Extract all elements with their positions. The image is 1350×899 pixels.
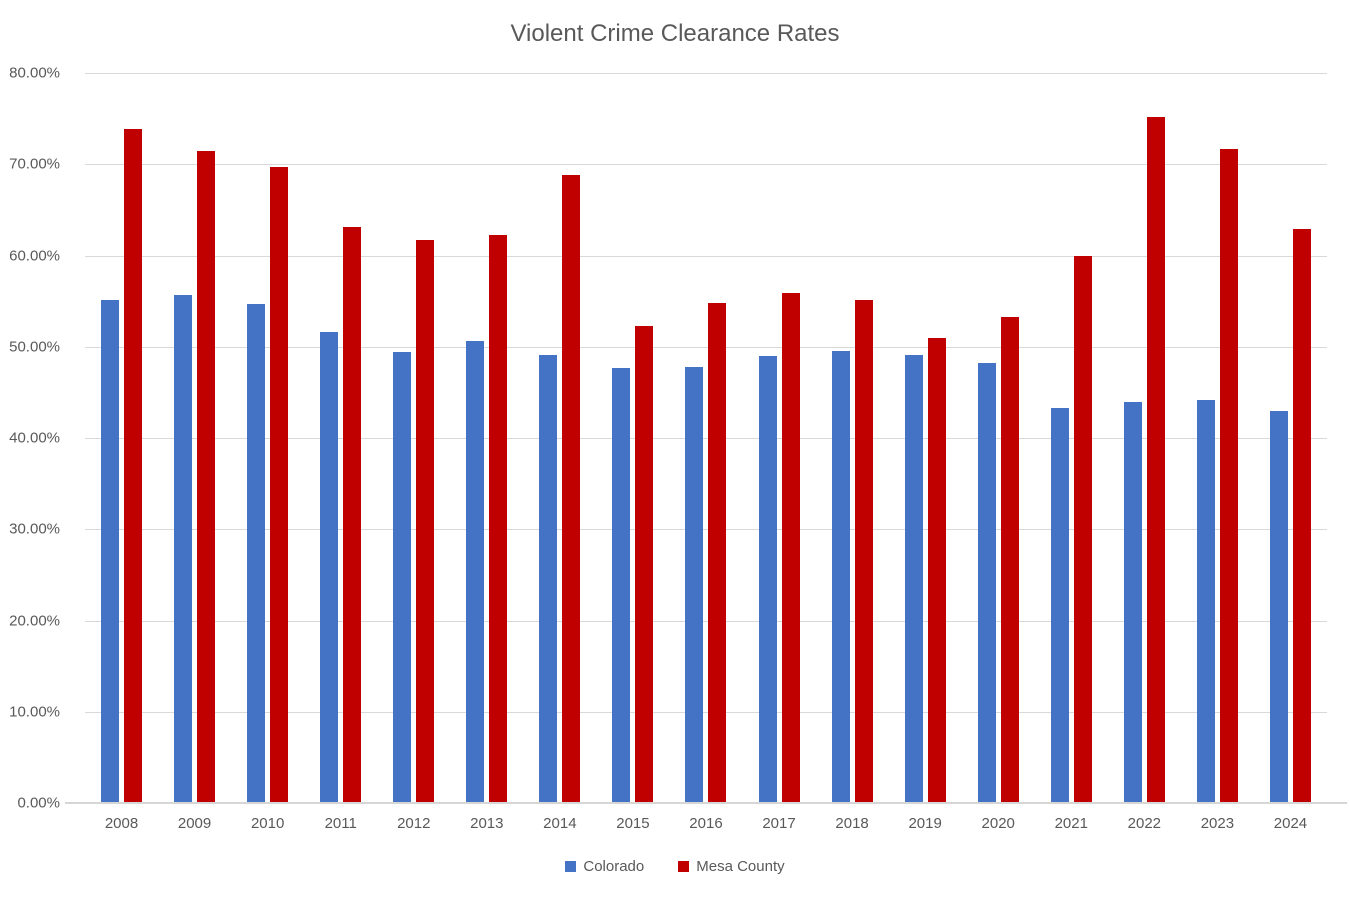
bar-colorado-2020 [977, 363, 996, 803]
legend-swatch-mesa-county [678, 861, 690, 872]
x-axis-label-2016: 2016 [689, 815, 723, 832]
x-axis-label-2022: 2022 [1127, 815, 1162, 832]
legend: Colorado Mesa County [0, 858, 1350, 875]
y-axis-label-10-percent: 10.00% [9, 703, 60, 721]
bar-colorado-2021 [1050, 407, 1069, 803]
x-axis-label-2008: 2008 [104, 815, 139, 832]
bar-group-2023 [1181, 73, 1254, 803]
bar-mesa-county-2022 [1146, 116, 1165, 803]
legend-label-colorado: Colorado [583, 858, 645, 875]
bar-group-2014 [523, 73, 596, 803]
bar-colorado-2018 [831, 351, 850, 803]
legend-swatch-colorado [565, 861, 577, 872]
bar-group-2020 [962, 73, 1035, 803]
x-axis-line [65, 802, 1347, 804]
bar-group-2011 [304, 73, 377, 803]
bar-mesa-county-2021 [1073, 256, 1092, 803]
bar-mesa-county-2010 [270, 167, 289, 803]
bar-colorado-2019 [904, 354, 923, 803]
legend-label-mesa-county: Mesa County [696, 858, 785, 875]
bar-group-2010 [231, 73, 304, 803]
bar-mesa-county-2019 [927, 337, 946, 803]
y-axis-label-40-percent: 40.00% [9, 429, 60, 447]
x-axis-label-2024: 2024 [1273, 815, 1308, 832]
x-axis-label-2017: 2017 [762, 815, 796, 832]
bar-group-2018 [816, 73, 889, 803]
legend-item-colorado: Colorado [565, 858, 644, 875]
bar-group-2008 [85, 73, 158, 803]
legend-item-mesa-county: Mesa County [678, 858, 785, 875]
bar-mesa-county-2012 [416, 240, 435, 803]
bar-colorado-2009 [174, 294, 193, 803]
y-axis-label-30-percent: 30.00% [9, 520, 60, 538]
bar-mesa-county-2017 [781, 292, 800, 803]
y-axis-label-0-percent: 0.00% [17, 794, 60, 812]
bar-mesa-county-2014 [562, 175, 581, 803]
y-axis-label-80-percent: 80.00% [9, 64, 60, 82]
x-axis-label-2020: 2020 [981, 815, 1015, 832]
bar-colorado-2008 [101, 300, 120, 803]
gridline-70-percent [85, 164, 1327, 166]
bar-colorado-2012 [393, 352, 412, 803]
bar-colorado-2024 [1269, 410, 1288, 803]
bar-colorado-2015 [612, 367, 631, 803]
bar-group-2009 [158, 73, 231, 803]
bar-group-2024 [1254, 73, 1327, 803]
gridline-40-percent [85, 438, 1327, 439]
bar-mesa-county-2009 [197, 151, 216, 803]
gridline-60-percent [85, 255, 1327, 257]
bar-mesa-county-2024 [1292, 229, 1311, 803]
bar-colorado-2010 [247, 303, 266, 803]
bar-mesa-county-2013 [489, 235, 508, 803]
x-axis-label-2018: 2018 [835, 815, 869, 832]
bar-colorado-2017 [758, 355, 777, 803]
bar-colorado-2023 [1196, 399, 1215, 803]
gridline-20-percent [85, 620, 1327, 622]
bar-colorado-2016 [685, 366, 704, 803]
bar-mesa-county-2020 [1000, 316, 1019, 803]
bar-mesa-county-2011 [343, 227, 362, 803]
x-axis-label-2009: 2009 [177, 815, 212, 832]
bar-mesa-county-2016 [708, 302, 727, 803]
bar-group-2019 [889, 73, 962, 803]
bar-colorado-2013 [466, 341, 485, 803]
bar-colorado-2011 [320, 332, 339, 803]
bar-group-2016 [669, 73, 742, 803]
bar-group-2021 [1035, 73, 1108, 803]
plot-area: 0.00% 10.00% 20.00% 30.00% 40.00% 50.00% 60.00… [9, 65, 1347, 832]
bar-mesa-county-2008 [124, 128, 143, 803]
bar-mesa-county-2015 [635, 325, 654, 803]
y-axis-label-60-percent: 60.00% [9, 247, 60, 264]
chart-title: Violent Crime Clearance Rates [510, 20, 840, 47]
x-axis-label-2019: 2019 [908, 815, 942, 832]
bar-group-2017 [743, 73, 816, 803]
bar-group-2013 [450, 73, 523, 803]
gridline-50-percent [85, 346, 1327, 348]
y-axis-label-20-percent: 20.00% [9, 612, 60, 629]
x-axis-label-2010: 2010 [250, 815, 285, 832]
x-axis-label-2013: 2013 [470, 815, 504, 832]
x-axis-label-2014: 2014 [543, 815, 577, 832]
x-axis-label-2023: 2023 [1200, 815, 1235, 832]
gridline-80-percent [85, 73, 1327, 74]
gridline-30-percent [85, 529, 1327, 531]
bar-colorado-2022 [1123, 401, 1142, 803]
bar-mesa-county-2023 [1219, 148, 1238, 803]
bar-group-2022 [1108, 73, 1181, 803]
bar-group-2015 [596, 73, 669, 803]
bar-mesa-county-2018 [854, 300, 873, 803]
bar-colorado-2014 [539, 354, 558, 803]
x-axis-label-2021: 2021 [1054, 815, 1088, 832]
bar-group-2012 [377, 73, 450, 803]
x-axis-label-2011: 2011 [324, 815, 357, 832]
y-axis-label-70-percent: 70.00% [9, 155, 60, 173]
x-axis-label-2015: 2015 [616, 815, 650, 832]
y-axis-label-50-percent: 50.00% [9, 338, 60, 356]
x-axis-label-2012: 2012 [397, 815, 431, 832]
gridline-10-percent [85, 711, 1327, 713]
